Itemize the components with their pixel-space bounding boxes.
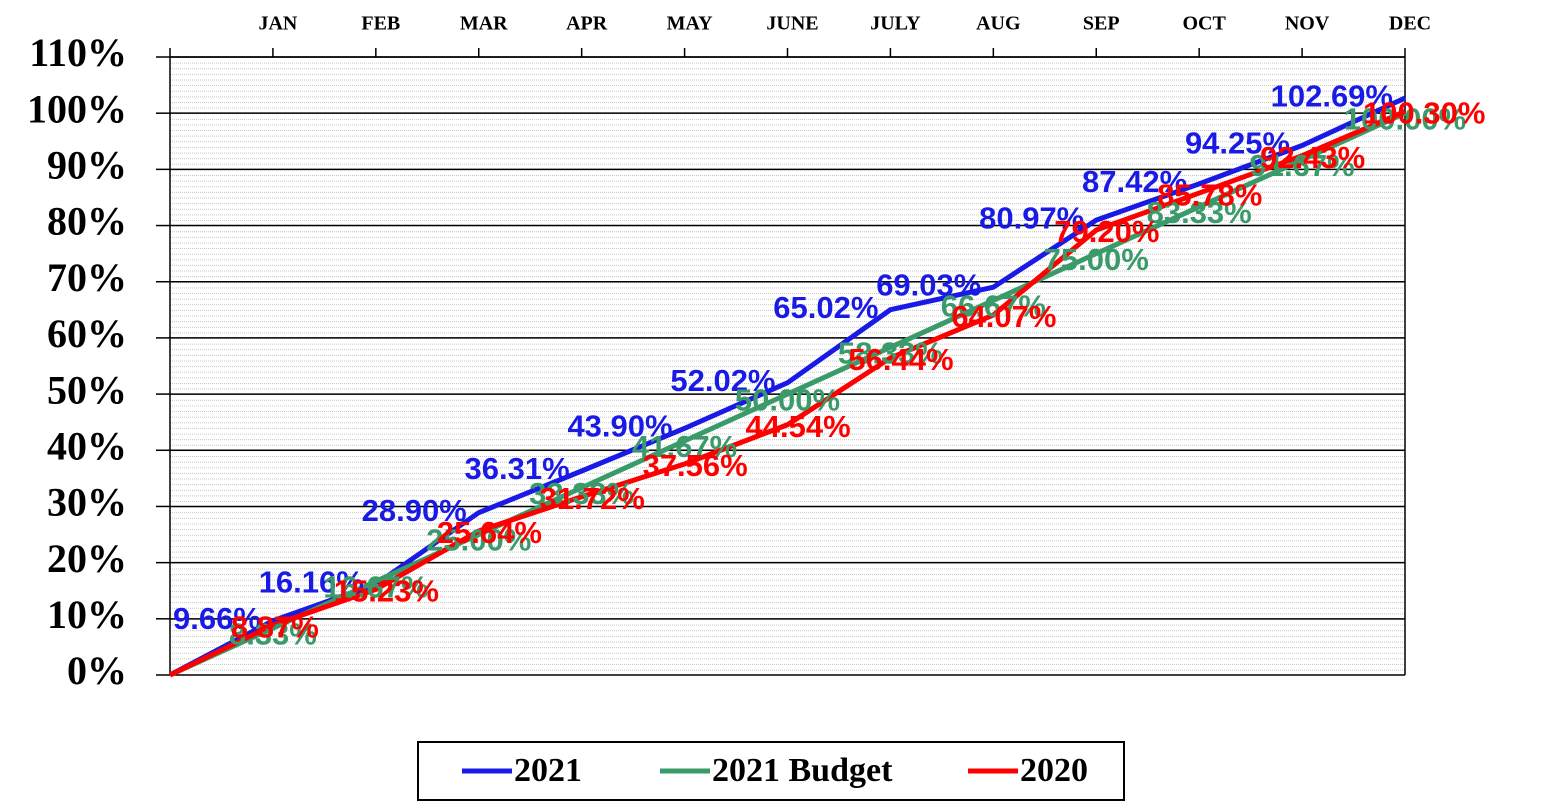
x-tick-label: MAR — [460, 13, 508, 35]
data-label: 58.33% — [838, 335, 943, 370]
data-label: 52.02% — [670, 363, 775, 398]
y-tick-label: 70% — [47, 255, 127, 300]
x-tick-label: APR — [566, 13, 608, 35]
data-label: 8.87% — [231, 609, 319, 644]
data-label: 16.16% — [259, 564, 364, 599]
data-label: 65.02% — [773, 290, 878, 325]
x-tick-label: MAY — [667, 13, 713, 35]
data-label: 33.33% — [529, 476, 634, 511]
data-label: 100.30% — [1363, 96, 1485, 131]
x-tick-label: FEB — [361, 13, 400, 35]
legend-label: 2021 Budget — [712, 752, 893, 789]
data-label: 64.07% — [951, 299, 1056, 334]
y-tick-label: 40% — [47, 423, 127, 468]
data-label: 36.31% — [465, 451, 570, 486]
data-label: 31.72% — [540, 481, 645, 516]
data-label: 50.00% — [735, 382, 840, 417]
data-label: 91.67% — [1250, 148, 1355, 183]
data-label: 56.44% — [848, 342, 953, 377]
data-label: 85.78% — [1157, 177, 1262, 212]
data-label: 25.00% — [426, 523, 531, 558]
minor-grid — [170, 57, 1405, 675]
y-tick-label: 50% — [47, 367, 127, 412]
data-label: 80.97% — [979, 200, 1084, 235]
data-label: 94.25% — [1185, 126, 1290, 161]
x-tick-label: JAN — [258, 13, 297, 35]
data-label: 15.23% — [334, 574, 439, 609]
data-label: 16.67% — [323, 570, 428, 605]
x-tick-label: JUNE — [766, 13, 818, 35]
data-label: 9.66% — [173, 601, 261, 636]
data-label: 102.69% — [1271, 78, 1393, 113]
y-tick-label: 100% — [27, 86, 127, 131]
data-label: 83.33% — [1147, 195, 1252, 230]
legend-label: 2020 — [1020, 752, 1088, 789]
data-label: 75.00% — [1044, 242, 1149, 277]
series-line — [168, 95, 1407, 678]
data-label: 41.67% — [632, 429, 737, 464]
data-label: 28.90% — [362, 493, 467, 528]
legend-label: 2021 — [514, 752, 582, 789]
data-label: 8.33% — [229, 616, 317, 651]
x-tick-label: SEP — [1083, 13, 1120, 35]
data-label: 87.42% — [1082, 164, 1187, 199]
series-line — [168, 109, 1406, 678]
x-tick-label: DEC — [1389, 13, 1431, 35]
data-label: 100.00% — [1344, 101, 1466, 136]
data-label: 25.64% — [437, 515, 542, 550]
data-label: 66.67% — [941, 289, 1046, 324]
series-line — [168, 110, 1407, 678]
y-tick-label: 10% — [47, 592, 127, 637]
y-tick-label: 110% — [29, 30, 127, 75]
x-tick-label: NOV — [1285, 13, 1330, 35]
x-tick-label: AUG — [976, 13, 1021, 35]
y-tick-label: 60% — [47, 311, 127, 356]
y-tick-label: 20% — [47, 536, 127, 581]
data-label: 92.43% — [1260, 140, 1365, 175]
data-label: 37.56% — [643, 448, 748, 483]
y-tick-label: 0% — [67, 648, 127, 693]
data-label: 79.20% — [1054, 214, 1159, 249]
y-tick-label: 90% — [47, 143, 127, 188]
data-label: 43.90% — [567, 409, 672, 444]
plot: 0% 10% 20% 30% 40% 50% 60% 70% 80% 90% 100% 110% JAN… — [27, 13, 1485, 694]
data-label: 44.54% — [746, 409, 851, 444]
data-label: 69.03% — [876, 267, 981, 302]
y-tick-label: 80% — [47, 199, 127, 244]
x-tick-label: OCT — [1182, 13, 1226, 35]
x-tick-label: JULY — [870, 13, 921, 35]
y-tick-label: 30% — [47, 480, 127, 525]
